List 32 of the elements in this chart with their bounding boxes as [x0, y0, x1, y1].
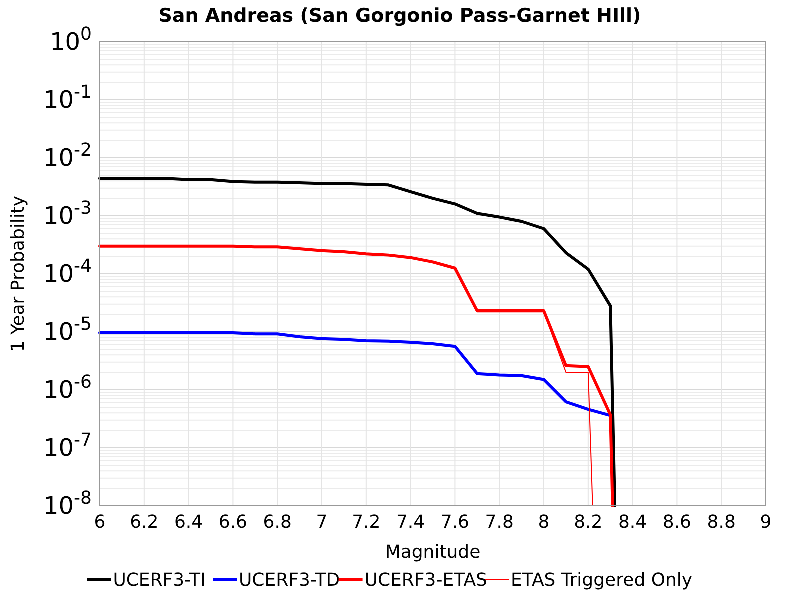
y-tick-label: 10$^{-3}$ — [44, 198, 92, 230]
y-tick-label: 10$^{-8}$ — [44, 488, 92, 520]
x-tick-label: 8.2 — [574, 512, 603, 533]
x-tick-label: 7.4 — [396, 512, 426, 533]
x-tick-label: 7 — [316, 512, 328, 533]
y-tick-label: 10$^{-5}$ — [44, 314, 92, 346]
x-tick-label: 7.8 — [485, 512, 514, 533]
y-axis-title: 1 Year Probability — [8, 196, 29, 352]
y-tick-label: 10$^{-2}$ — [44, 140, 92, 172]
legend-label: UCERF3-ETAS — [364, 570, 488, 591]
legend-label: UCERF3-TD — [239, 570, 340, 591]
x-tick-label: 6.4 — [174, 512, 204, 533]
x-tick-label: 6.8 — [263, 512, 292, 533]
x-tick-label: 8 — [538, 512, 550, 533]
x-tick-label: 8.8 — [707, 512, 736, 533]
y-tick-label: 10$^{-6}$ — [44, 372, 92, 404]
y-tick-label: 10$^{-7}$ — [44, 430, 92, 462]
y-tick-label: 10$^{-1}$ — [44, 82, 92, 114]
x-tick-label: 7.2 — [352, 512, 381, 533]
x-tick-label: 7.6 — [440, 512, 470, 533]
x-tick-label: 8.6 — [662, 512, 692, 533]
legend-label: ETAS Triggered Only — [511, 570, 693, 591]
x-tick-label: 6.2 — [130, 512, 159, 533]
x-tick-label: 6 — [94, 512, 106, 533]
y-tick-label: 10$^{-4}$ — [44, 256, 92, 288]
x-tick-label: 6.6 — [218, 512, 248, 533]
x-axis-title: Magnitude — [385, 542, 481, 563]
x-tick-label: 9 — [760, 512, 772, 533]
y-tick-label: 10$^{0}$ — [50, 24, 92, 56]
chart-title: San Andreas (San Gorgonio Pass-Garnet HIll) — [158, 5, 642, 27]
x-tick-label: 8.4 — [618, 512, 648, 533]
legend-label: UCERF3-TI — [113, 570, 206, 591]
